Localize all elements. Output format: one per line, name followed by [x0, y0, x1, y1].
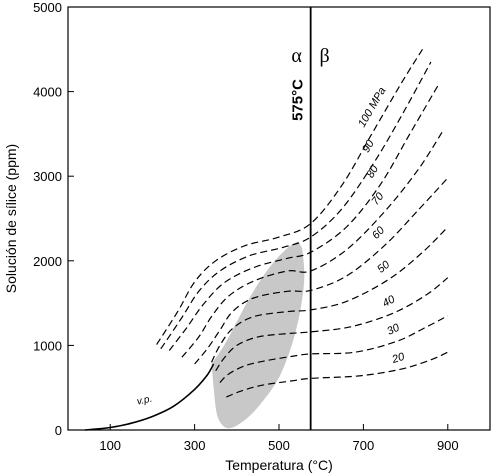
isobar-curve-2: [168, 82, 440, 351]
curve-label: 20: [390, 351, 407, 367]
isobar-curve-3: [181, 129, 445, 358]
curve-label: 90: [360, 137, 377, 154]
curve-label: 30: [385, 321, 402, 338]
curve-label: 50: [375, 258, 393, 276]
vapor-pressure-label: v.p.: [136, 394, 153, 408]
y-axis-title: Solución de sílice (ppm): [3, 144, 19, 293]
isobar-curve-0: [156, 48, 424, 345]
isobar-curve-5: [210, 226, 449, 363]
curve-label: 70: [369, 190, 387, 208]
y-tick-label: 0: [55, 423, 62, 438]
isobar-curve-1: [160, 61, 432, 350]
vapor-pressure-curve: [84, 363, 215, 431]
phase-temperature-label: 575°C: [290, 79, 307, 121]
x-tick-label: 700: [353, 438, 375, 453]
curve-label: 60: [370, 224, 388, 242]
x-axis-title: Temperatura (°C): [225, 457, 333, 473]
curve-label: 40: [381, 293, 398, 310]
isobar-curve-6: [215, 277, 449, 372]
curve-label: 80: [365, 163, 382, 180]
isobar-curve-4: [194, 177, 449, 365]
alpha-phase-label: α: [291, 45, 302, 67]
beta-phase-label: β: [320, 45, 330, 67]
y-tick-label: 3000: [33, 169, 62, 184]
isobar-curve-8: [226, 351, 449, 398]
x-tick-label: 500: [268, 438, 290, 453]
curve-labels: 100 MPa 90 80 70 60 50 40 30 20: [356, 85, 407, 366]
shaded-region: [211, 241, 305, 429]
curve-label: 100 MPa: [356, 85, 389, 129]
y-tick-label: 2000: [33, 254, 62, 269]
x-tick-label: 900: [437, 438, 459, 453]
y-tick-label: 5000: [33, 0, 62, 15]
y-tick-label: 1000: [33, 338, 62, 353]
axis-ticks: 100 300 500 700 900 0 1000 2000 3000 4000 5000: [33, 0, 459, 453]
pressure-curves: [156, 48, 449, 398]
x-tick-label: 300: [184, 438, 206, 453]
y-tick-label: 4000: [33, 85, 62, 100]
x-tick-label: 100: [99, 438, 121, 453]
isobar-curve-7: [219, 315, 449, 384]
